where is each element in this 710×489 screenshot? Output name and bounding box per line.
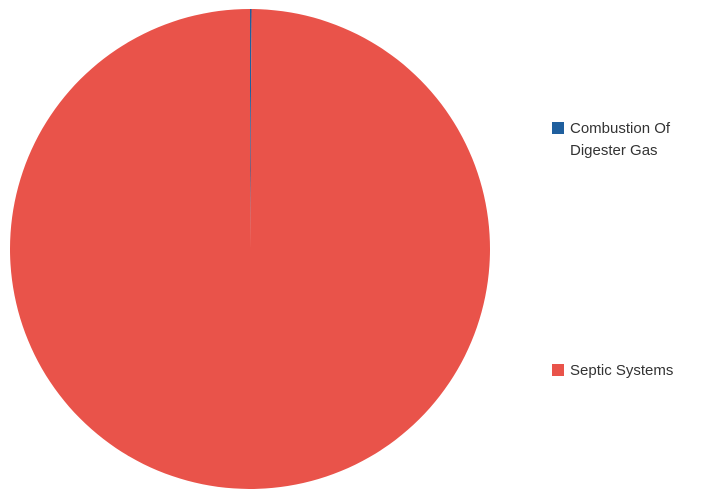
legend-swatch-combustion-of-digester-gas bbox=[552, 122, 564, 134]
legend-item-combustion-of-digester-gas: Combustion Of Digester Gas bbox=[552, 118, 710, 162]
legend-label-combustion-of-digester-gas: Combustion Of Digester Gas bbox=[570, 120, 671, 159]
legend-swatch-septic-systems bbox=[552, 364, 564, 376]
pie-slice-combustion-of-digester-gas bbox=[250, 9, 252, 249]
legend-item-septic-systems: Septic Systems bbox=[552, 360, 710, 382]
pie-slice-septic-systems bbox=[9, 9, 490, 489]
legend-label-septic-systems: Septic Systems bbox=[570, 362, 674, 379]
pie-slices bbox=[9, 9, 490, 489]
